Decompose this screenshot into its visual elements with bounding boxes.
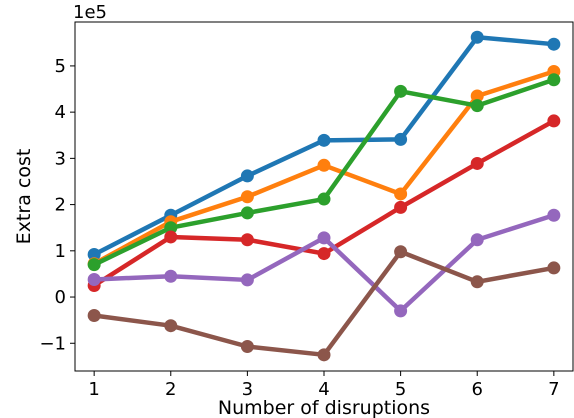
series-5	[87, 208, 561, 318]
data-point	[547, 114, 561, 128]
data-point	[547, 37, 561, 51]
data-point	[470, 275, 484, 289]
y-tick-label: 5	[55, 56, 66, 77]
data-point	[547, 73, 561, 87]
x-tick-label: 1	[88, 379, 99, 400]
data-point	[87, 258, 101, 272]
x-tick-label: 5	[395, 379, 406, 400]
data-point	[470, 233, 484, 247]
data-point	[470, 89, 484, 103]
plot-series	[87, 30, 561, 362]
x-tick-label: 4	[318, 379, 329, 400]
data-point	[164, 230, 178, 244]
x-axis-label: Number of disruptions	[218, 397, 430, 418]
data-point	[317, 192, 331, 206]
data-point	[164, 221, 178, 235]
y-tick-label: 1	[55, 241, 66, 262]
data-point	[394, 132, 408, 146]
data-point	[394, 187, 408, 201]
data-point	[470, 99, 484, 113]
data-point	[317, 133, 331, 147]
data-point	[394, 304, 408, 318]
data-point	[317, 231, 331, 245]
data-point	[240, 206, 254, 220]
data-point	[394, 84, 408, 98]
data-point	[164, 319, 178, 333]
x-tick-label: 7	[548, 379, 559, 400]
series-4	[87, 114, 561, 292]
data-point	[317, 348, 331, 362]
data-point	[470, 156, 484, 170]
data-point	[317, 247, 331, 261]
data-point	[394, 200, 408, 214]
data-point	[240, 169, 254, 183]
data-point	[470, 30, 484, 44]
data-point	[240, 273, 254, 287]
data-point	[87, 272, 101, 286]
series-6	[87, 245, 561, 362]
data-point	[317, 158, 331, 172]
y-tick-label: −1	[39, 333, 66, 354]
y-axis-offset-label: 1e5	[73, 2, 107, 23]
y-tick-label: 0	[55, 287, 66, 308]
data-point	[240, 340, 254, 354]
y-tick-label: 3	[55, 148, 66, 169]
data-point	[164, 269, 178, 283]
series-3	[87, 73, 561, 272]
y-tick-label: 4	[55, 102, 66, 123]
data-point	[87, 248, 101, 262]
x-tick-label: 6	[472, 379, 483, 400]
series-line	[93, 249, 555, 358]
y-tick-label: 2	[55, 195, 66, 216]
x-tick-label: 2	[165, 379, 176, 400]
data-point	[87, 309, 101, 323]
data-point	[547, 208, 561, 222]
data-point	[240, 233, 254, 247]
data-point	[394, 245, 408, 259]
y-axis-ticks: −1 0 1 2 3 4 5	[39, 56, 75, 354]
y-axis-label: Extra cost	[13, 149, 35, 245]
x-tick-label: 3	[242, 379, 253, 400]
x-axis-ticks: 1 2 3 4 5 6 7	[88, 371, 560, 400]
data-point	[240, 190, 254, 204]
data-point	[547, 261, 561, 275]
